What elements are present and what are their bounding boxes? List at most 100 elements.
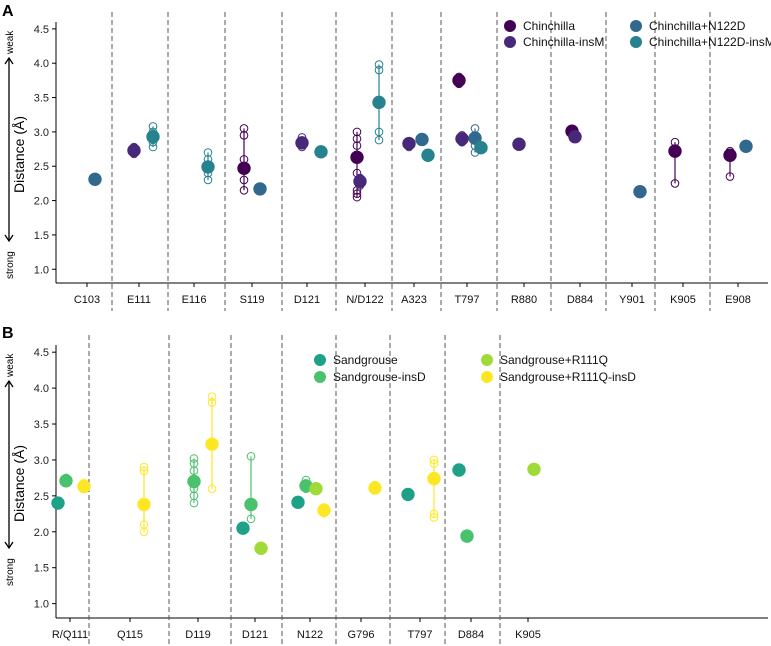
x-tick-label: Q115 [117,629,143,641]
mean-point [254,541,268,556]
mean-point [633,184,647,199]
legend-marker [630,36,642,48]
mean-point [512,137,526,151]
legend-label: Sandgrouse [333,353,398,367]
legend-label: Chinchilla+N122D [649,19,746,33]
replicate-point [246,514,256,524]
panel-b-label: B [2,325,14,342]
x-tick-label: A323 [401,294,427,306]
y-tick-label: 2.5 [34,161,49,173]
y-tick-label: 4.0 [34,383,49,395]
mean-point [368,481,382,495]
replicate-point [429,455,439,465]
mean-point [427,471,441,486]
mean-point [353,174,367,189]
x-tick-label: Y901 [619,294,645,306]
mean-point [372,95,386,110]
mean-point [527,462,541,476]
mean-point [77,479,91,494]
mean-point [350,150,364,165]
mean-point [295,136,309,150]
replicate-point [239,185,249,195]
replicate-point [670,179,680,188]
x-tick-label: K905 [515,629,541,641]
mean-point [244,497,258,512]
replicate-point [429,459,439,468]
legend-label: Chinchilla-insM [523,35,604,49]
x-tick-label: N122 [297,629,323,641]
replicate-point [725,172,735,181]
replicate-point [352,189,362,199]
arrow-up-icon [4,56,14,65]
mean-point [127,143,141,158]
panel-a: A 1.0 1.5 2.0 2.5 3.0 3.5 4.0 4.5 Distance (Å) we… [2,3,771,311]
strong-label: strong [5,251,16,279]
mean-point [739,139,753,154]
mean-point [468,131,482,145]
replicate-point [352,134,362,144]
x-tick-label: G796 [348,629,375,641]
mean-point [137,497,151,512]
x-tick-label: D121 [294,294,320,306]
replicate-point [374,127,384,137]
legend-marker [314,371,326,383]
legend-label: Chinchilla+N122D-insM [649,35,771,49]
replicate-point [203,148,213,157]
y-tick-label: 1.5 [34,563,49,575]
arrow-down-icon [4,234,14,243]
y-tick-label: 2.0 [34,527,49,539]
y-tick-label: 2.5 [34,491,49,503]
legend-marker [481,371,493,383]
replicate-point [207,392,217,402]
replicate-point [139,466,149,476]
y-tick-label: 4.5 [34,347,49,359]
replicate-point [239,175,249,185]
x-tick-label: E116 [182,294,207,306]
mean-point [460,529,474,543]
y-tick-label: 3.0 [34,455,49,467]
x-tick-label: T797 [407,629,432,641]
replicate-point [374,60,384,69]
x-tick-label: D121 [242,629,268,641]
replicate-point [203,175,213,185]
y-axis-title: Distance (Å) [11,116,27,193]
mean-point [236,521,250,535]
y-tick-label: 1.5 [34,230,49,242]
mean-point [291,495,305,510]
y-tick-label: 1.0 [34,599,49,611]
replicate-point [352,141,362,150]
mean-point [317,503,331,517]
x-tick-label: C103 [74,294,100,306]
mean-point [401,487,415,502]
replicate-point [239,131,249,140]
mean-point [88,172,102,186]
panel-a-label: A [2,3,14,20]
y-tick-label: 1.0 [34,264,49,276]
replicate-point [189,459,199,468]
legend-marker [504,20,516,32]
x-tick-label: T797 [454,294,479,306]
x-tick-label: R880 [511,294,537,306]
replicate-point [429,513,439,522]
mean-point [723,148,737,162]
replicate-point [207,398,217,407]
mean-point [402,136,416,151]
legend-marker [481,354,493,366]
mean-point [187,474,201,489]
x-tick-label: E111 [127,294,151,306]
replicate-point [374,135,384,145]
replicate-point [139,462,149,472]
mean-point [568,130,582,144]
mean-point [59,474,73,488]
y-tick-label: 3.5 [34,93,49,105]
mean-point [452,463,466,477]
x-tick-label: S119 [240,294,265,306]
replicate-point [374,65,384,75]
mean-point [51,496,65,510]
replicate-point [207,484,217,493]
legend-label: Sandgrouse-insD [333,370,426,384]
mean-point [455,132,469,146]
y-tick-label: 2.0 [34,196,49,208]
x-tick-label: R/Q111 [52,629,88,641]
